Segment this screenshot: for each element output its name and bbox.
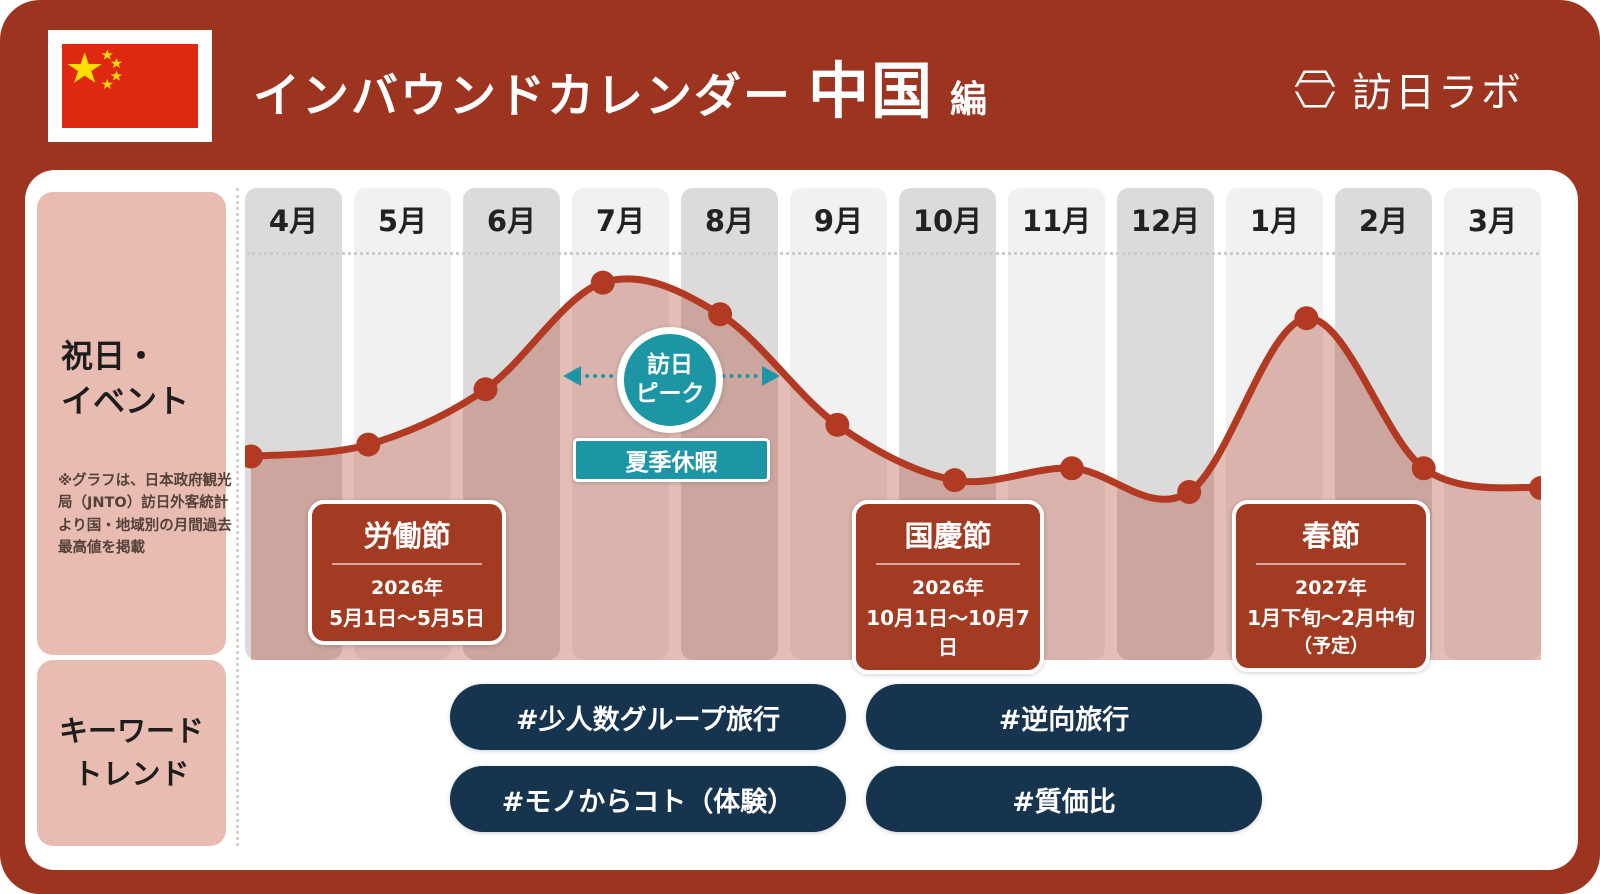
month-label: 10月 <box>912 204 983 238</box>
china-flag-icon <box>62 44 198 128</box>
event-title: 春節 <box>1301 519 1360 553</box>
sidebar-events-title: 祝日・ イベント <box>61 337 190 420</box>
month-label: 3月 <box>1467 204 1518 238</box>
event-card-labor-day: 労働節 2026年 5月1日〜5月5日 <box>308 500 506 645</box>
month-column: 12月 <box>1117 188 1214 660</box>
brand-name: 訪日ラボ <box>1352 70 1524 116</box>
event-card-national-day: 国慶節 2026年 10月1日〜10月7日 <box>852 500 1044 674</box>
data-point <box>356 432 381 457</box>
title-suffix: 編 <box>950 77 988 121</box>
flag-box <box>48 30 212 142</box>
month-label: 8月 <box>704 204 755 238</box>
event-divider <box>332 563 482 565</box>
data-point <box>245 444 263 469</box>
month-label: 9月 <box>813 204 864 238</box>
title-main: インバウンドカレンダー <box>253 68 792 124</box>
month-label: 1月 <box>1249 204 1300 238</box>
peak-badge: 訪日 ピーク <box>617 327 723 433</box>
title-country: 中国 <box>808 55 935 127</box>
page-title: インバウンドカレンダー 中国 編 <box>253 41 987 130</box>
peak-right-arrow-icon <box>762 366 780 386</box>
sidebar-keywords-block: キーワード トレンド <box>37 660 226 846</box>
month-label: 2月 <box>1358 204 1409 238</box>
sidebar-events-block: 祝日・ イベント ※グラフは、日本政府観光局（JNTO）訪日外客統計より国・地域… <box>37 192 232 655</box>
month-label: 11月 <box>1021 204 1092 238</box>
keyword-pill: #少人数グループ旅行 <box>450 684 846 750</box>
data-point <box>1059 456 1084 481</box>
keyword-pill: #逆向旅行 <box>866 684 1262 750</box>
event-year: 2026年 <box>912 577 984 599</box>
month-label: 6月 <box>486 204 537 238</box>
keyword-pill: #モノからコト（体験） <box>450 766 846 832</box>
event-year: 2027年 <box>1295 577 1367 599</box>
month-label: 5月 <box>377 204 428 238</box>
month-label: 4月 <box>268 204 319 238</box>
data-point <box>590 270 615 295</box>
data-point <box>1177 480 1202 504</box>
event-dates: 1月下旬〜2月中旬 <box>1247 606 1415 630</box>
data-point <box>942 468 967 493</box>
summer-holiday-label: 夏季休暇 <box>573 438 770 482</box>
chart-source-note: ※グラフは、日本政府観光局（JNTO）訪日外客統計より国・地域別の月間過去最高値… <box>58 473 232 557</box>
sidebar-keywords-title: キーワード トレンド <box>58 713 204 792</box>
event-dates: 5月1日〜5月5日 <box>329 606 485 630</box>
dotted-separator-vertical <box>236 188 239 846</box>
event-note: （予定） <box>1292 635 1369 657</box>
data-point <box>708 302 733 327</box>
dotted-gridline-top <box>247 252 1539 255</box>
event-divider <box>1256 563 1406 565</box>
peak-left-arrow-icon <box>563 366 581 386</box>
month-label: 12月 <box>1130 204 1201 238</box>
data-point <box>1529 476 1541 501</box>
header: インバウンドカレンダー 中国 編 <box>253 0 987 170</box>
data-point <box>825 412 850 437</box>
month-label: 7月 <box>595 204 646 238</box>
content-card: 祝日・ イベント ※グラフは、日本政府観光局（JNTO）訪日外客統計より国・地域… <box>25 170 1578 870</box>
month-column: 3月 <box>1444 188 1541 660</box>
brand-hexagon-icon <box>1292 70 1338 108</box>
data-point <box>1411 456 1436 481</box>
data-point <box>473 377 498 402</box>
event-card-spring-festival: 春節 2027年 1月下旬〜2月中旬 （予定） <box>1232 500 1430 672</box>
event-dates: 10月1日〜10月7日 <box>866 606 1030 659</box>
data-point <box>1294 306 1319 331</box>
event-title: 国慶節 <box>904 519 992 553</box>
event-title: 労働節 <box>363 519 451 553</box>
brand-logo: 訪日ラボ <box>1292 60 1524 118</box>
event-year: 2026年 <box>371 577 443 599</box>
event-divider <box>876 563 1020 565</box>
keyword-pill: #質価比 <box>866 766 1262 832</box>
